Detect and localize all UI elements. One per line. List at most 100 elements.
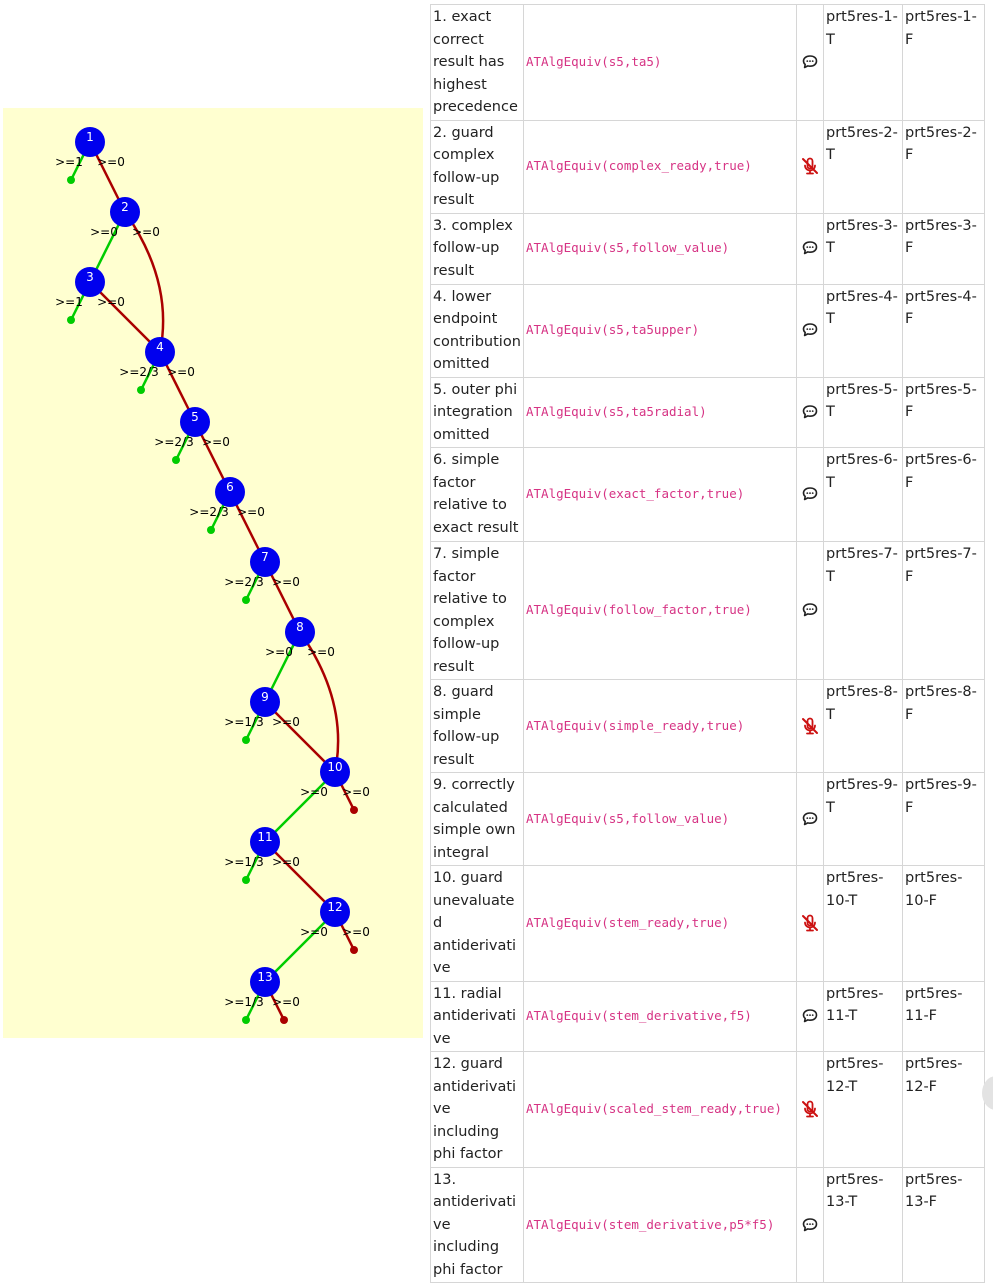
answer-test: ATAlgEquiv(exact_factor,true) xyxy=(523,447,797,542)
answer-test: ATAlgEquiv(complex_ready,true) xyxy=(523,119,797,214)
speech-bubble-icon xyxy=(802,405,818,419)
terminal-dot-true xyxy=(172,456,180,464)
table-row: 9. correctly calculated simple own integ… xyxy=(430,772,985,866)
speech-bubble-icon xyxy=(802,603,818,617)
terminal-dot-true xyxy=(67,176,75,184)
table-row: 1. exact correct result has highest prec… xyxy=(430,4,985,121)
terminal-dot-true xyxy=(137,386,145,394)
false-branch-score: >=0 xyxy=(272,855,300,869)
false-branch-score: >=0 xyxy=(237,505,265,519)
false-branch-score: >=0 xyxy=(272,575,300,589)
true-answer-note: prt5res-6-T xyxy=(823,447,903,542)
terminal-dot-false xyxy=(350,946,358,954)
node-description: 6. simple factor relative to exact resul… xyxy=(430,447,524,542)
true-answer-note: prt5res-3-T xyxy=(823,212,903,285)
false-branch-score: >=0 xyxy=(132,225,160,239)
tree-edge-false xyxy=(298,631,340,773)
true-answer-note: prt5res-4-T xyxy=(823,283,903,378)
node-circle xyxy=(250,547,280,577)
true-branch-score: >=1/3 xyxy=(224,715,263,729)
node-circle xyxy=(320,897,350,927)
node-number: 5 xyxy=(191,410,199,424)
false-answer-note: prt5res-3-F xyxy=(902,212,985,285)
true-branch-score: >=2/3 xyxy=(119,365,158,379)
false-branch-score: >=0 xyxy=(97,295,125,309)
answer-test: ATAlgEquiv(stem_derivative,p5*f5) xyxy=(523,1166,797,1283)
false-answer-note: prt5res-4-F xyxy=(902,283,985,378)
true-answer-note: prt5res-5-T xyxy=(823,376,903,448)
tree-node-8: 8 xyxy=(285,617,315,647)
speech-bubble-icon xyxy=(802,55,818,69)
node-description: 3. complex follow-up result xyxy=(430,212,524,285)
tree-node-5: 5 xyxy=(180,407,210,437)
terminal-dot-true xyxy=(242,596,250,604)
node-number: 6 xyxy=(226,480,234,494)
tree-node-9: 9 xyxy=(250,687,280,717)
false-branch-score: >=0 xyxy=(342,925,370,939)
tree-node-6: 6 xyxy=(215,477,245,507)
table-row: 7. simple factor relative to complex fol… xyxy=(430,541,985,680)
node-description: 2. guard complex follow-up result xyxy=(430,119,524,214)
speech-bubble-icon xyxy=(802,241,818,255)
true-branch-score: >=1 xyxy=(55,155,83,169)
node-circle xyxy=(110,197,140,227)
node-number: 2 xyxy=(121,200,129,214)
tree-edge-true xyxy=(264,911,336,983)
table-row: 12. guard antiderivative including phi f… xyxy=(430,1051,985,1168)
true-branch-score: >=1/3 xyxy=(224,995,263,1009)
tree-edge-true xyxy=(264,771,336,843)
prt-tree-panel: 1 >=1 >=0 2 >=0 >=0 3 >=1 >=0 4 >=2/3 >=0 5 >=2/3 >=0 6… xyxy=(3,108,423,1038)
speech-bubble-icon xyxy=(802,811,818,826)
table-row: 10. guard unevaluated antiderivative ATAl… xyxy=(430,865,985,982)
prt-tree-diagram: 1>=1 >=02>=0 >=03>=1 >=04>=2/3 >=05>=2/3 >=06… xyxy=(55,127,370,1024)
false-answer-note: prt5res-12-F xyxy=(902,1051,985,1168)
feedback-cell xyxy=(796,1166,824,1283)
table-row: 11. radial antiderivative ATAlgEquiv(stem… xyxy=(430,980,985,1052)
node-description: 11. radial antiderivative xyxy=(430,980,524,1052)
false-answer-note: prt5res-7-F xyxy=(902,541,985,680)
false-answer-note: prt5res-1-F xyxy=(902,4,985,121)
feedback-cell xyxy=(796,4,824,121)
false-answer-note: prt5res-6-F xyxy=(902,447,985,542)
false-answer-note: prt5res-13-F xyxy=(902,1166,985,1283)
false-branch-score: >=0 xyxy=(167,365,195,379)
true-answer-note: prt5res-10-T xyxy=(823,865,903,982)
node-description: 8. guard simple follow-up result xyxy=(430,679,524,773)
tree-node-1: 1 xyxy=(75,127,105,157)
false-branch-score: >=0 xyxy=(202,435,230,449)
answer-test: ATAlgEquiv(s5,ta5upper) xyxy=(523,283,797,378)
true-answer-note: prt5res-2-T xyxy=(823,119,903,214)
node-circle xyxy=(75,267,105,297)
feedback-cell xyxy=(796,980,824,1052)
true-answer-note: prt5res-8-T xyxy=(823,679,903,773)
false-branch-score: >=0 xyxy=(272,995,300,1009)
tree-edge-false xyxy=(264,841,336,913)
true-answer-note: prt5res-7-T xyxy=(823,541,903,680)
false-answer-note: prt5res-11-F xyxy=(902,980,985,1052)
answer-test: ATAlgEquiv(follow_factor,true) xyxy=(523,541,797,680)
node-circle xyxy=(250,967,280,997)
table-row: 13. antiderivative including phi factor A… xyxy=(430,1166,985,1283)
true-answer-note: prt5res-1-T xyxy=(823,4,903,121)
true-branch-score: >=0 xyxy=(300,925,328,939)
speech-bubble-icon xyxy=(802,487,818,501)
feedback-cell xyxy=(796,447,824,542)
false-branch-score: >=0 xyxy=(342,785,370,799)
tree-node-12: 12 xyxy=(320,897,350,927)
false-answer-note: prt5res-8-F xyxy=(902,679,985,773)
scroll-handle[interactable] xyxy=(982,1076,993,1110)
answer-test: ATAlgEquiv(simple_ready,true) xyxy=(523,679,797,773)
true-answer-note: prt5res-11-T xyxy=(823,980,903,1052)
tree-edge-false xyxy=(123,211,165,353)
speech-bubble-icon xyxy=(802,1009,818,1023)
node-circle xyxy=(320,757,350,787)
feedback-cell xyxy=(796,772,824,866)
node-circle xyxy=(180,407,210,437)
node-circle xyxy=(145,337,175,367)
feedback-cell xyxy=(796,541,824,680)
true-branch-score: >=2/3 xyxy=(154,435,193,449)
node-number: 7 xyxy=(261,550,269,564)
tree-node-11: 11 xyxy=(250,827,280,857)
tree-edge-false xyxy=(264,701,336,773)
false-answer-note: prt5res-5-F xyxy=(902,376,985,448)
